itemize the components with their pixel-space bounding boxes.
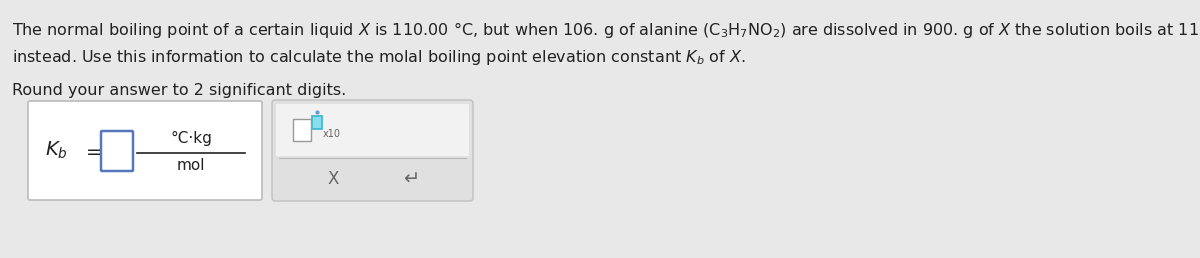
FancyBboxPatch shape <box>276 104 469 156</box>
Text: $=$: $=$ <box>82 141 102 160</box>
Text: instead. Use this information to calculate the molal boiling point elevation con: instead. Use this information to calcula… <box>12 48 745 67</box>
Text: °C·kg: °C·kg <box>170 132 212 147</box>
Text: $K_b$: $K_b$ <box>46 140 67 161</box>
Text: X: X <box>328 170 340 188</box>
Text: mol: mol <box>176 157 205 173</box>
Text: Round your answer to 2 significant digits.: Round your answer to 2 significant digit… <box>12 83 347 98</box>
FancyBboxPatch shape <box>28 101 262 200</box>
FancyBboxPatch shape <box>312 116 322 129</box>
Text: The normal boiling point of a certain liquid $X$ is 110.00 °C, but when 106. g o: The normal boiling point of a certain li… <box>12 20 1200 40</box>
Text: x10: x10 <box>323 130 341 139</box>
FancyBboxPatch shape <box>272 100 473 201</box>
FancyBboxPatch shape <box>101 131 133 171</box>
FancyBboxPatch shape <box>293 119 311 141</box>
Text: ↵: ↵ <box>403 170 420 189</box>
